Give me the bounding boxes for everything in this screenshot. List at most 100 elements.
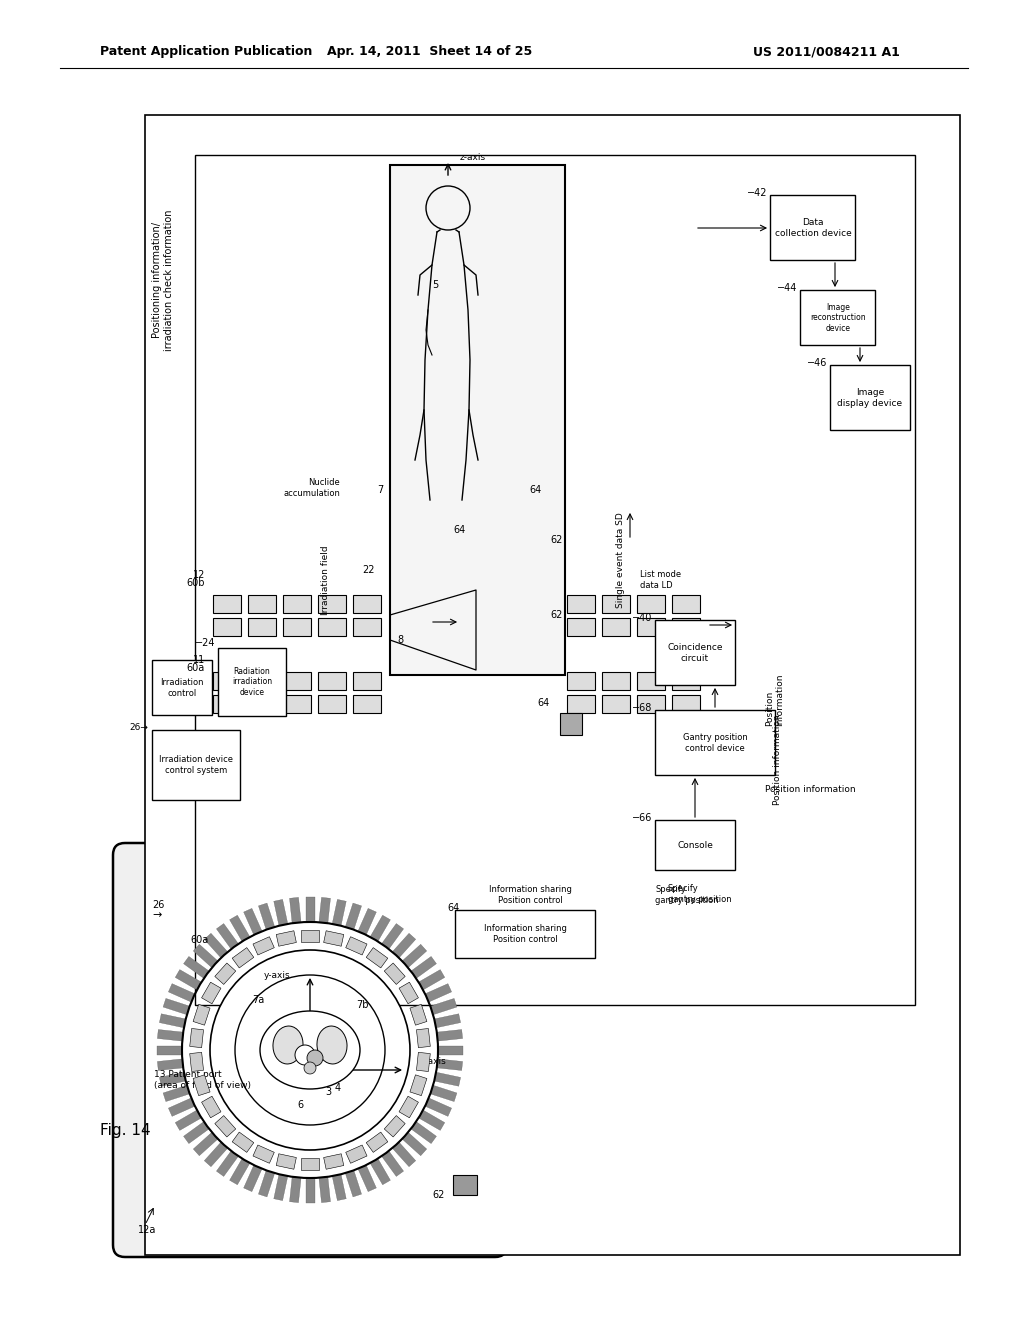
Polygon shape xyxy=(189,1052,204,1072)
Bar xyxy=(830,366,910,430)
Polygon shape xyxy=(204,933,227,958)
Text: 60a: 60a xyxy=(190,935,209,945)
Text: US 2011/0084211 A1: US 2011/0084211 A1 xyxy=(753,45,900,58)
Text: Information sharing
Position control: Information sharing Position control xyxy=(483,924,566,944)
Polygon shape xyxy=(425,1098,452,1117)
Polygon shape xyxy=(183,1122,209,1143)
Polygon shape xyxy=(276,931,296,946)
Bar xyxy=(567,696,595,713)
Polygon shape xyxy=(332,1175,346,1201)
Bar xyxy=(248,672,276,690)
Text: →: → xyxy=(152,909,162,920)
Bar xyxy=(672,672,700,690)
Bar xyxy=(563,665,705,719)
Text: Specify
gantry position: Specify gantry position xyxy=(655,886,719,904)
Bar xyxy=(283,672,311,690)
Text: −44: −44 xyxy=(776,282,797,293)
Bar xyxy=(602,696,630,713)
Bar xyxy=(145,115,961,1255)
Bar xyxy=(318,595,346,612)
Text: −46: −46 xyxy=(807,358,827,368)
Polygon shape xyxy=(305,1177,314,1203)
Bar xyxy=(318,672,346,690)
Text: 12: 12 xyxy=(193,570,205,579)
Polygon shape xyxy=(216,1151,239,1176)
Text: Position information: Position information xyxy=(773,714,782,805)
Polygon shape xyxy=(183,957,209,978)
Bar xyxy=(800,290,874,345)
Polygon shape xyxy=(168,1098,195,1117)
Polygon shape xyxy=(290,898,301,923)
Polygon shape xyxy=(410,1005,427,1026)
Polygon shape xyxy=(229,1159,250,1185)
Polygon shape xyxy=(384,964,406,985)
Circle shape xyxy=(304,1063,316,1074)
Text: Nuclide
accumulation: Nuclide accumulation xyxy=(283,478,340,498)
Polygon shape xyxy=(229,915,250,941)
Text: y-axis: y-axis xyxy=(263,970,290,979)
Polygon shape xyxy=(301,931,319,942)
Text: 7b: 7b xyxy=(355,1001,369,1010)
Text: 64: 64 xyxy=(528,484,541,495)
Ellipse shape xyxy=(317,1026,347,1064)
Polygon shape xyxy=(358,1166,377,1192)
Text: Position information: Position information xyxy=(765,785,856,795)
Polygon shape xyxy=(216,924,239,949)
Polygon shape xyxy=(437,1030,463,1041)
Bar xyxy=(602,595,630,612)
Polygon shape xyxy=(157,1045,182,1055)
Polygon shape xyxy=(163,998,189,1015)
Polygon shape xyxy=(419,970,444,990)
Polygon shape xyxy=(204,1142,227,1167)
Bar xyxy=(563,587,705,643)
Bar xyxy=(567,672,595,690)
Polygon shape xyxy=(253,937,274,954)
Text: 6: 6 xyxy=(297,1100,303,1110)
Polygon shape xyxy=(370,1159,390,1185)
Text: 60b: 60b xyxy=(186,578,205,587)
Polygon shape xyxy=(410,1074,427,1096)
Text: 13 Patient port
(area of field of view): 13 Patient port (area of field of view) xyxy=(154,1071,251,1090)
Text: Irradiation device
control system: Irradiation device control system xyxy=(159,755,233,775)
Polygon shape xyxy=(384,1115,406,1137)
Polygon shape xyxy=(345,1171,361,1197)
Text: Console: Console xyxy=(677,841,713,850)
Polygon shape xyxy=(438,1045,463,1055)
Polygon shape xyxy=(215,964,236,985)
Bar xyxy=(210,665,385,719)
Bar xyxy=(672,595,700,612)
Bar xyxy=(152,730,240,800)
Polygon shape xyxy=(399,982,419,1003)
Text: 62: 62 xyxy=(432,1191,445,1200)
Text: 26→: 26→ xyxy=(129,723,148,733)
Polygon shape xyxy=(367,948,388,968)
Text: 12a: 12a xyxy=(138,1225,157,1236)
Bar xyxy=(602,618,630,636)
Bar xyxy=(248,696,276,713)
Bar xyxy=(353,618,381,636)
Text: −40: −40 xyxy=(632,612,652,623)
Text: 64: 64 xyxy=(454,525,466,535)
Text: −24: −24 xyxy=(195,638,215,648)
Polygon shape xyxy=(290,1177,301,1203)
Circle shape xyxy=(234,975,385,1125)
Polygon shape xyxy=(411,957,436,978)
Text: 22: 22 xyxy=(362,565,375,576)
Bar xyxy=(283,618,311,636)
Bar xyxy=(455,909,595,958)
Polygon shape xyxy=(258,903,274,929)
Bar xyxy=(248,595,276,612)
Polygon shape xyxy=(253,1144,274,1163)
Bar xyxy=(655,820,735,870)
Bar xyxy=(390,165,565,675)
Circle shape xyxy=(295,1045,315,1065)
Circle shape xyxy=(210,950,410,1150)
Bar xyxy=(672,618,700,636)
Bar xyxy=(353,595,381,612)
Polygon shape xyxy=(370,915,390,941)
Text: Gantry position
control device: Gantry position control device xyxy=(683,734,748,752)
Text: Position
information: Position information xyxy=(765,673,784,726)
Bar xyxy=(283,595,311,612)
Text: 4: 4 xyxy=(335,1082,341,1093)
Polygon shape xyxy=(411,1122,436,1143)
